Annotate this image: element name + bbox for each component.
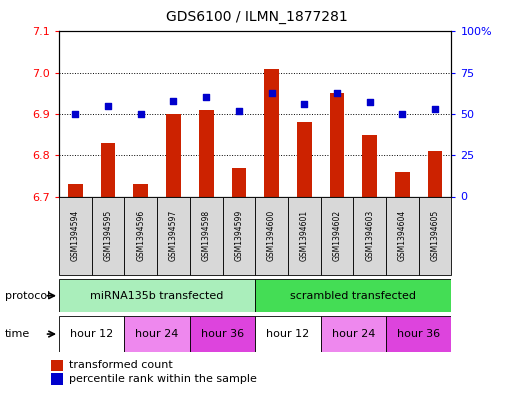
Text: GSM1394596: GSM1394596 bbox=[136, 210, 145, 261]
Text: hour 24: hour 24 bbox=[331, 329, 375, 339]
Bar bbox=[353, 196, 386, 275]
Bar bbox=[231, 168, 246, 196]
Bar bbox=[255, 279, 451, 312]
Bar bbox=[59, 279, 255, 312]
Bar bbox=[362, 135, 377, 196]
Bar bbox=[51, 360, 63, 371]
Bar bbox=[59, 316, 124, 352]
Bar bbox=[330, 94, 344, 196]
Point bbox=[71, 111, 80, 117]
Point bbox=[202, 94, 210, 101]
Text: transformed count: transformed count bbox=[69, 360, 173, 371]
Bar bbox=[124, 196, 157, 275]
Bar bbox=[68, 184, 83, 196]
Text: protocol: protocol bbox=[5, 291, 50, 301]
Point bbox=[235, 108, 243, 114]
Text: hour 12: hour 12 bbox=[266, 329, 309, 339]
Point bbox=[104, 103, 112, 109]
Text: GSM1394598: GSM1394598 bbox=[202, 210, 211, 261]
Bar bbox=[92, 196, 125, 275]
Bar bbox=[255, 316, 321, 352]
Bar bbox=[133, 184, 148, 196]
Bar bbox=[223, 196, 255, 275]
Text: hour 36: hour 36 bbox=[201, 329, 244, 339]
Bar bbox=[288, 196, 321, 275]
Text: time: time bbox=[5, 329, 30, 339]
Point bbox=[398, 111, 406, 117]
Bar bbox=[199, 110, 213, 196]
Bar bbox=[386, 196, 419, 275]
Bar bbox=[264, 69, 279, 196]
Bar bbox=[166, 114, 181, 196]
Text: GSM1394597: GSM1394597 bbox=[169, 210, 178, 261]
Point bbox=[267, 89, 275, 95]
Point bbox=[300, 101, 308, 107]
Point bbox=[366, 99, 374, 106]
Bar bbox=[321, 316, 386, 352]
Bar bbox=[386, 316, 451, 352]
Bar bbox=[255, 196, 288, 275]
Bar bbox=[157, 196, 190, 275]
Text: hour 12: hour 12 bbox=[70, 329, 113, 339]
Text: GSM1394605: GSM1394605 bbox=[430, 210, 440, 261]
Point bbox=[431, 106, 439, 112]
Text: miRNA135b transfected: miRNA135b transfected bbox=[90, 291, 224, 301]
Bar bbox=[419, 196, 451, 275]
Bar bbox=[59, 196, 92, 275]
Text: GDS6100 / ILMN_1877281: GDS6100 / ILMN_1877281 bbox=[166, 10, 347, 24]
Text: GSM1394595: GSM1394595 bbox=[104, 210, 112, 261]
Text: hour 36: hour 36 bbox=[397, 329, 440, 339]
Text: GSM1394603: GSM1394603 bbox=[365, 210, 374, 261]
Text: GSM1394601: GSM1394601 bbox=[300, 210, 309, 261]
Bar bbox=[321, 196, 353, 275]
Text: scrambled transfected: scrambled transfected bbox=[290, 291, 417, 301]
Text: GSM1394594: GSM1394594 bbox=[71, 210, 80, 261]
Text: GSM1394599: GSM1394599 bbox=[234, 210, 243, 261]
Text: percentile rank within the sample: percentile rank within the sample bbox=[69, 374, 257, 384]
Bar bbox=[190, 196, 223, 275]
Point bbox=[169, 97, 177, 104]
Bar bbox=[124, 316, 190, 352]
Bar bbox=[428, 151, 442, 196]
Text: GSM1394604: GSM1394604 bbox=[398, 210, 407, 261]
Text: hour 24: hour 24 bbox=[135, 329, 179, 339]
Point bbox=[136, 111, 145, 117]
Point bbox=[333, 89, 341, 95]
Bar bbox=[297, 122, 311, 196]
Bar bbox=[395, 172, 410, 196]
Text: GSM1394602: GSM1394602 bbox=[332, 210, 342, 261]
Bar bbox=[51, 373, 63, 385]
Text: GSM1394600: GSM1394600 bbox=[267, 210, 276, 261]
Bar bbox=[190, 316, 255, 352]
Bar bbox=[101, 143, 115, 196]
